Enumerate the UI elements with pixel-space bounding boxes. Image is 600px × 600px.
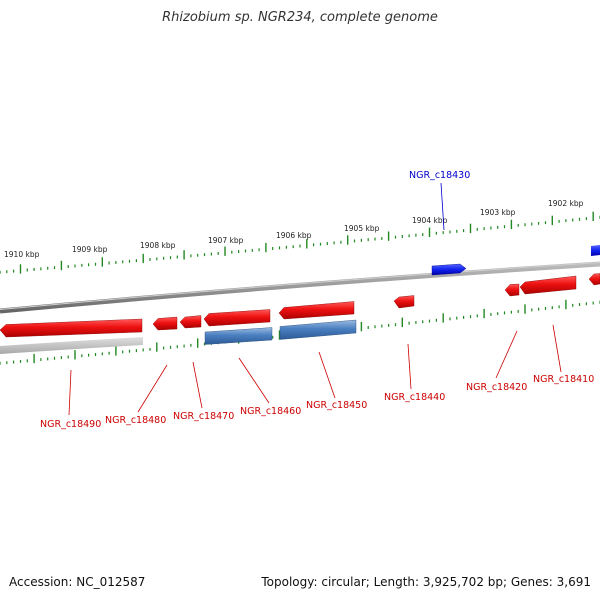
gene-NGR_c18430[interactable] — [431, 263, 467, 276]
plus-strand-genes — [431, 245, 600, 276]
gene-label[interactable]: NGR_c18460 — [240, 406, 301, 417]
scale-label: 1910 kbp — [4, 250, 40, 259]
scale-label: 1903 kbp — [480, 208, 516, 217]
scale-label: 1906 kbp — [276, 231, 312, 240]
gene-label[interactable]: NGR_c18430 — [409, 170, 470, 181]
gene-labels: NGR_c18430 NGR_c18490 NGR_c18480 NGR_c18… — [40, 170, 594, 430]
scale-labels: 1910 kbp 1909 kbp 1908 kbp 1907 kbp 1906… — [4, 199, 584, 259]
gene-NGR_c18450[interactable] — [278, 301, 355, 320]
gene-label[interactable]: NGR_c18480 — [105, 415, 166, 426]
outer-scale-ticks — [0, 211, 600, 274]
forward-genes — [0, 273, 600, 338]
gene-NGR_c18420[interactable] — [504, 283, 520, 297]
gene-label[interactable]: NGR_c18440 — [384, 392, 445, 403]
gene-block-blue-2[interactable] — [279, 319, 357, 340]
gene-NGR_c18440[interactable] — [393, 295, 415, 309]
gene-callout-lines — [68, 182, 562, 416]
scale-label: 1909 kbp — [72, 245, 108, 254]
scale-label: 1907 kbp — [208, 236, 244, 245]
genome-summary-text: Topology: circular; Length: 3,925,702 bp… — [261, 575, 591, 589]
gene-block-blue-1[interactable] — [204, 327, 273, 345]
gene-partial-right-red[interactable] — [588, 273, 600, 286]
page-title: Rhizobium sp. NGR234, complete genome — [162, 10, 438, 25]
gene-NGR_c18470[interactable] — [179, 315, 202, 329]
genome-backbone — [0, 261, 600, 354]
gene-label[interactable]: NGR_c18490 — [40, 419, 101, 430]
scale-label: 1905 kbp — [344, 224, 380, 233]
gene-NGR_c18410[interactable] — [519, 275, 577, 295]
scale-label: 1908 kbp — [140, 241, 176, 250]
gene-label[interactable]: NGR_c18470 — [173, 411, 234, 422]
scale-label: 1904 kbp — [412, 216, 448, 225]
gene-label[interactable]: NGR_c18420 — [466, 382, 527, 393]
gene-NGR_c18480[interactable] — [152, 316, 178, 331]
reverse-genes — [204, 319, 357, 345]
accession-text: Accession: NC_012587 — [9, 575, 146, 589]
gene-label[interactable]: NGR_c18450 — [306, 400, 367, 411]
gene-NGR_c18490[interactable] — [0, 318, 143, 338]
gene-partial-right[interactable] — [591, 245, 600, 256]
gene-label[interactable]: NGR_c18410 — [533, 374, 594, 385]
scale-label: 1902 kbp — [548, 199, 584, 208]
gene-NGR_c18460[interactable] — [203, 309, 271, 327]
